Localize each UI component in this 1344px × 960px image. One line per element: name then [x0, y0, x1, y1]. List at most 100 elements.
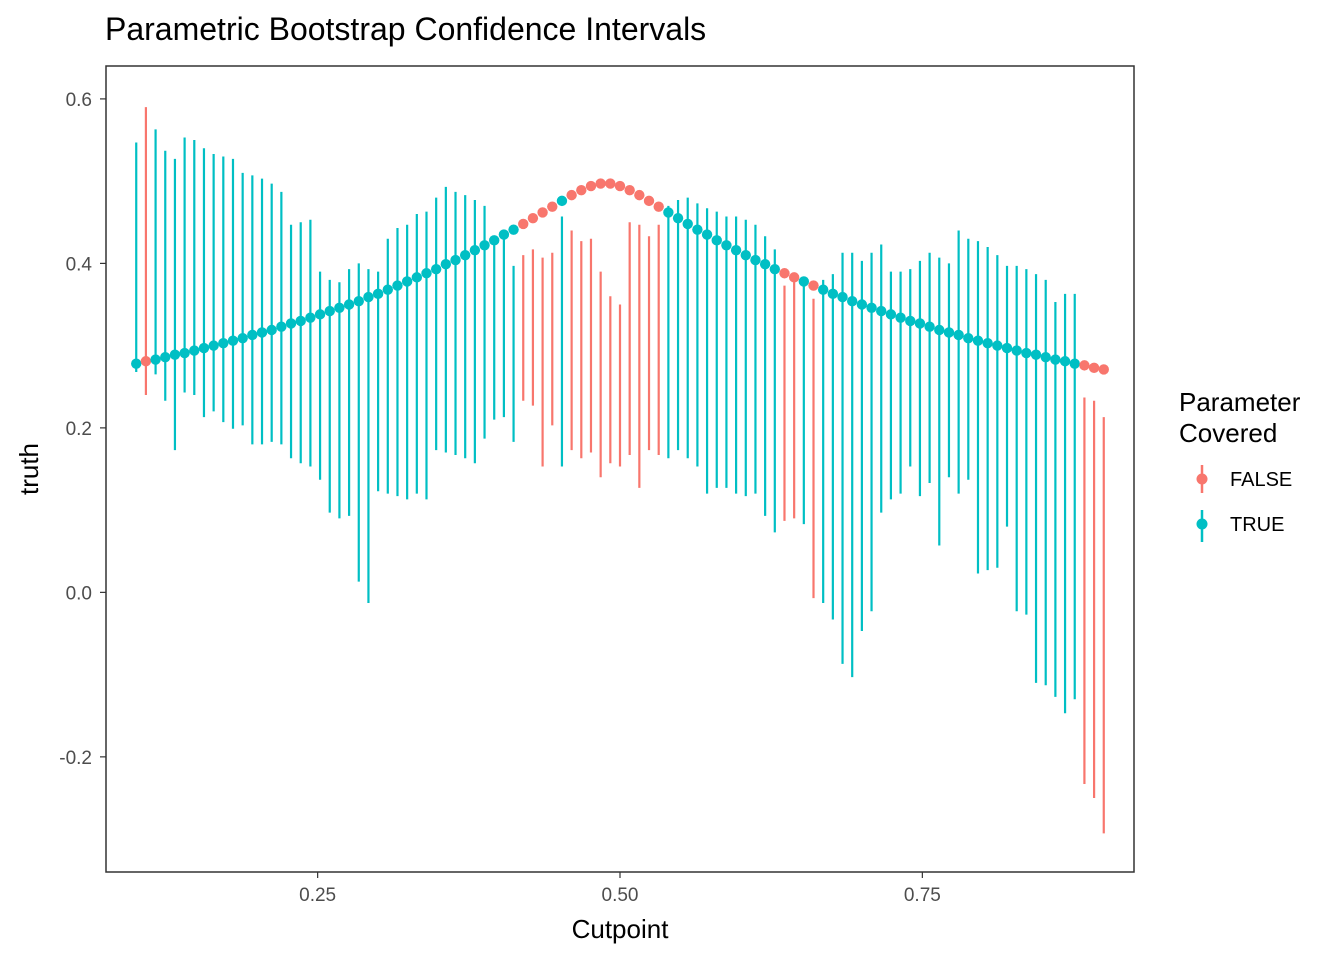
- truth-point: [498, 229, 510, 240]
- truth-point: [518, 218, 529, 230]
- x-tick-label: 0.50: [602, 885, 639, 906]
- truth-point: [643, 195, 655, 207]
- truth-point: [779, 268, 790, 279]
- y-tick-label: 0.0: [66, 583, 92, 604]
- truth-point: [237, 333, 248, 344]
- truth-point: [179, 347, 190, 359]
- truth-point: [556, 195, 568, 207]
- x-tick-label: 0.75: [904, 885, 941, 906]
- truth-point: [247, 329, 258, 341]
- y-tick-label: 0.4: [66, 254, 93, 275]
- truth-point: [324, 305, 335, 317]
- truth-point: [585, 180, 597, 192]
- x-axis-title: Cutpoint: [572, 914, 670, 944]
- truth-point: [459, 249, 471, 261]
- truth-point: [450, 254, 461, 266]
- truth-point: [924, 321, 935, 332]
- truth-point: [1098, 364, 1109, 375]
- truth-point: [382, 284, 393, 295]
- truth-point: [1059, 356, 1071, 367]
- truth-point: [701, 229, 713, 240]
- truth-point: [218, 337, 229, 349]
- truth-point: [963, 333, 974, 344]
- truth-point: [547, 201, 558, 212]
- y-axis-title: truth: [14, 443, 44, 495]
- legend-key-false-point: [1196, 473, 1208, 485]
- truth-point: [314, 309, 326, 320]
- truth-point: [972, 335, 984, 346]
- truth-point: [1069, 358, 1080, 369]
- truth-point: [1001, 342, 1013, 354]
- plot-area: [131, 107, 1109, 834]
- truth-point: [295, 315, 306, 327]
- truth-point: [711, 235, 722, 246]
- truth-point: [730, 245, 742, 256]
- truth-point: [953, 329, 964, 341]
- legend-title-line-1: Parameter: [1179, 387, 1301, 417]
- truth-point: [334, 302, 345, 313]
- truth-point: [479, 240, 490, 251]
- truth-point: [943, 327, 955, 338]
- truth-point: [856, 299, 868, 310]
- truth-point: [489, 235, 500, 246]
- truth-point: [1079, 360, 1090, 371]
- truth-point: [605, 178, 616, 189]
- truth-point: [847, 296, 858, 307]
- legend-item-false[interactable]: FALSE: [1196, 465, 1293, 493]
- truth-point: [595, 178, 606, 189]
- truth-point: [566, 189, 577, 201]
- y-tick-label: -0.2: [59, 748, 92, 769]
- truth-point: [305, 312, 316, 323]
- truth-point: [537, 207, 548, 218]
- truth-point: [750, 254, 761, 266]
- truth-point: [343, 299, 355, 310]
- truth-point: [160, 351, 171, 363]
- truth-point: [440, 259, 452, 270]
- truth-point: [866, 302, 877, 313]
- truth-point: [285, 318, 297, 329]
- truth-point: [895, 312, 906, 323]
- truth-point: [634, 189, 645, 201]
- truth-point: [353, 296, 364, 307]
- truth-point: [169, 349, 181, 360]
- truth-point: [682, 218, 693, 230]
- truth-point: [914, 318, 926, 329]
- axes: 0.25 0.50 0.75 -0.2 0.0 0.2 0.4 0.6: [59, 90, 941, 906]
- truth-point: [672, 212, 684, 224]
- truth-point: [256, 327, 268, 338]
- truth-point: [1088, 362, 1100, 374]
- truth-point: [934, 324, 945, 336]
- truth-point: [227, 335, 239, 346]
- truth-point: [1050, 354, 1061, 365]
- truth-point: [982, 337, 993, 349]
- truth-point: [131, 358, 142, 369]
- truth-point: [208, 340, 219, 351]
- y-tick-label: 0.2: [66, 419, 92, 440]
- truth-point: [411, 272, 423, 283]
- truth-point: [189, 345, 200, 356]
- truth-point: [1021, 347, 1032, 359]
- truth-point: [905, 315, 916, 327]
- truth-point: [624, 184, 635, 196]
- truth-point: [508, 224, 519, 235]
- truth-point: [392, 280, 403, 291]
- truth-point: [140, 356, 152, 367]
- truth-point: [363, 291, 374, 303]
- truth-point: [576, 184, 587, 196]
- truth-point: [198, 342, 210, 354]
- legend: Parameter Covered FALSE TRUE: [1179, 387, 1301, 542]
- truth-point: [1040, 351, 1051, 363]
- truth-point: [372, 288, 384, 300]
- truth-point: [769, 263, 781, 275]
- truth-point: [527, 212, 539, 224]
- legend-item-true[interactable]: TRUE: [1196, 510, 1285, 542]
- truth-point: [788, 272, 800, 283]
- truth-point: [798, 276, 810, 287]
- truth-point: [885, 309, 897, 320]
- truth-point: [876, 305, 887, 317]
- truth-point: [837, 291, 848, 303]
- panel-border: [105, 65, 1135, 873]
- truth-point: [653, 201, 664, 212]
